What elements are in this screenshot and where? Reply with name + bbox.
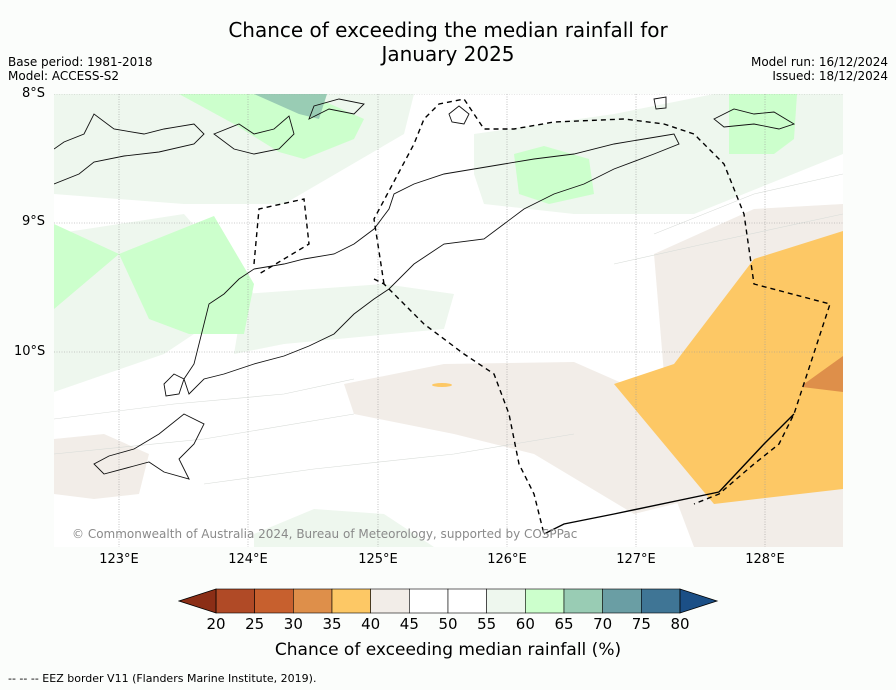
rote-coast <box>163 373 185 397</box>
colorbar-cell <box>563 588 603 614</box>
patch-60-65-west <box>54 224 119 309</box>
lon-label-125e: 125°E <box>358 552 398 567</box>
band-35-40-east <box>614 231 843 504</box>
colorbar-tick-label: 55 <box>477 615 497 633</box>
colorbar-title: Chance of exceeding median rainfall (%) <box>274 640 622 660</box>
contour-lines <box>54 173 843 485</box>
lon-label-126e: 126°E <box>487 552 527 567</box>
atauro-coast <box>448 105 470 125</box>
colorbar-tick-label: 65 <box>554 615 574 633</box>
colorbar-tick-label: 45 <box>399 615 419 633</box>
colorbar-tick-label: 50 <box>438 615 458 633</box>
graticule <box>54 94 843 547</box>
colorbar <box>178 588 719 614</box>
colorbar-cells <box>215 588 681 614</box>
title-line-1: Chance of exceeding the median rainfall … <box>228 18 668 42</box>
colorbar-low-extend <box>178 588 217 614</box>
sumba-like-coast <box>93 413 205 480</box>
colorbar-tick-label: 20 <box>206 615 226 633</box>
lat-label-9s: 9°S <box>22 214 46 229</box>
patch-60-65-timor-central <box>514 146 594 204</box>
rainfall-map <box>54 94 843 547</box>
title-line-2: January 2025 <box>381 42 515 66</box>
lon-label-128e: 128°E <box>745 552 785 567</box>
issued-label: Issued: 18/12/2024 <box>772 69 888 83</box>
band-55-60-central <box>234 284 454 354</box>
colorbar-high-extend <box>679 588 719 614</box>
lat-label-8s: 8°S <box>22 86 46 101</box>
alor-coast <box>213 115 295 155</box>
coastlines <box>54 96 796 480</box>
band-40-45-central-south <box>344 362 714 514</box>
colorbar-cell <box>525 588 565 614</box>
colorbar-cell <box>447 588 487 614</box>
eez-footnote: -- -- -- EEZ border V11 (Flanders Marine… <box>8 672 317 685</box>
colorbar-cell <box>602 588 642 614</box>
colorbar-tick-label: 70 <box>593 615 613 633</box>
colorbar-cell <box>641 588 681 614</box>
eez-border <box>253 98 831 535</box>
eez-solid-border <box>543 413 795 535</box>
colorbar-tick-label: 30 <box>283 615 303 633</box>
model-label: Model: ACCESS-S2 <box>8 69 120 83</box>
map-title: Chance of exceeding the median rainfall … <box>0 18 896 66</box>
colorbar-tick-label: 25 <box>245 615 265 633</box>
patch-60-65-timor-west <box>119 216 254 334</box>
colorbar-tick-label: 80 <box>670 615 690 633</box>
patch-65-70-north <box>254 94 327 119</box>
colorbar-cell <box>486 588 526 614</box>
wetar-coast <box>308 98 365 120</box>
lat-label-10s: 10°S <box>14 344 46 359</box>
colorbar-tick-label: 75 <box>631 615 651 633</box>
band-55-60-south <box>254 509 434 547</box>
copyright-notice: © Commonwealth of Australia 2024, Bureau… <box>72 527 578 541</box>
patch-30-35-east <box>802 356 843 392</box>
patch-60-65-north-east <box>729 94 797 154</box>
colorbar-cell <box>254 588 294 614</box>
timor-coast <box>183 133 680 395</box>
lon-label-127e: 127°E <box>616 552 656 567</box>
colorbar-cell <box>331 588 371 614</box>
colorbar-tick-label: 60 <box>515 615 535 633</box>
colorbar-cell <box>215 588 255 614</box>
colorbar-cell <box>370 588 410 614</box>
colorbar-tick-label: 40 <box>361 615 381 633</box>
lon-label-124e: 124°E <box>228 552 268 567</box>
base-period-label: Base period: 1981-2018 <box>8 55 153 69</box>
model-run-label: Model run: 16/12/2024 <box>750 55 888 69</box>
islet-coast <box>653 96 667 110</box>
flores-coast <box>54 113 205 185</box>
patch-35-40-small <box>432 383 452 387</box>
colorbar-cell <box>409 588 449 614</box>
lon-label-123e: 123°E <box>99 552 139 567</box>
band-40-45-south-west <box>54 434 149 499</box>
colorbar-tick-label: 35 <box>322 615 342 633</box>
colorbar-cell <box>293 588 333 614</box>
damar-coast <box>713 108 796 130</box>
